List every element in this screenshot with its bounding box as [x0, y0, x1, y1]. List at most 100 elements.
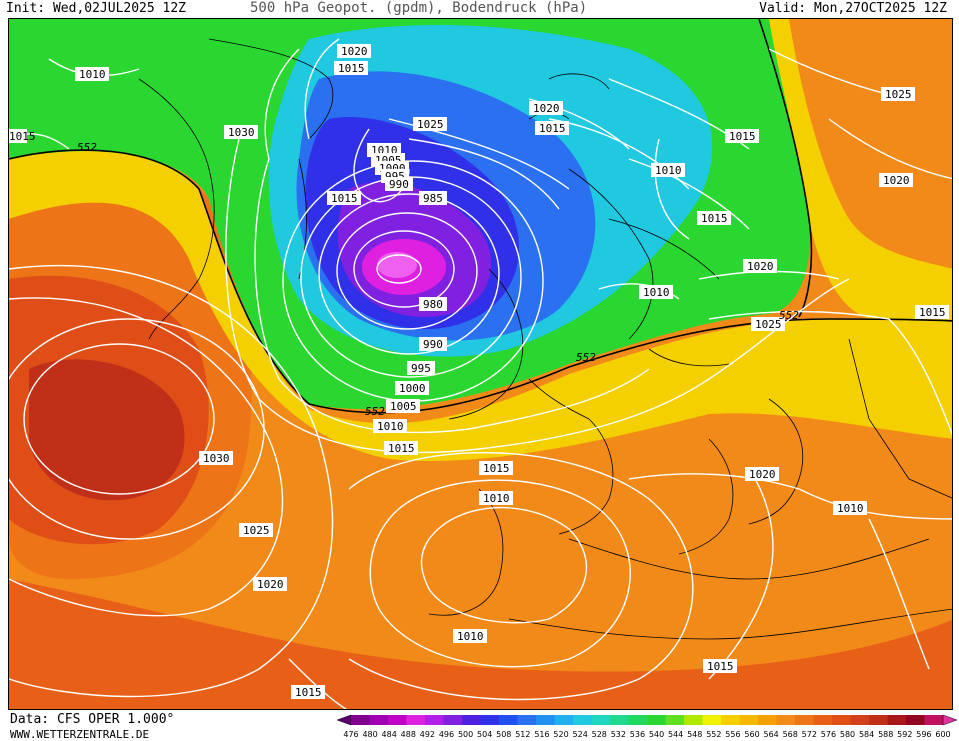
pressure-label-group: 1010 1020 1015 1030 1010 1005 1000 995 9…	[9, 44, 949, 699]
colorbar-swatch	[462, 715, 481, 725]
colorbar-swatch	[610, 715, 629, 725]
svg-text:980: 980	[423, 298, 443, 311]
pressure-label: 1020	[529, 101, 563, 115]
colorbar-swatch	[739, 715, 759, 725]
svg-text:1015: 1015	[295, 686, 322, 699]
colorbar-tick-label: 596	[916, 730, 931, 739]
svg-text:1010: 1010	[457, 630, 484, 643]
svg-text:1020: 1020	[747, 260, 774, 273]
colorbar-ticks: 476 480 484 488 492 496 500 504 508 512 516 520 524 5…	[343, 730, 950, 739]
colorbar-tick-label: 548	[687, 730, 702, 739]
colorbar-swatch	[554, 715, 574, 725]
colorbar-tick-label: 580	[840, 730, 855, 739]
svg-text:990: 990	[389, 178, 409, 191]
svg-text:1015: 1015	[729, 130, 756, 143]
colorbar-swatch	[369, 715, 389, 725]
height-label: 552	[77, 141, 97, 154]
svg-text:1005: 1005	[390, 400, 417, 413]
svg-text:1015: 1015	[483, 462, 510, 475]
pressure-label: 1000	[395, 381, 429, 395]
colorbar-tick-label: 592	[897, 730, 912, 739]
pressure-label: 1010	[75, 67, 109, 81]
colorbar-tick-label: 584	[859, 730, 874, 739]
svg-text:1010: 1010	[655, 164, 682, 177]
svg-text:1030: 1030	[228, 126, 255, 139]
pressure-label: 1015	[327, 191, 361, 205]
colorbar-tick-label: 520	[553, 730, 568, 739]
colorbar-tick-label: 600	[935, 730, 950, 739]
colorbar-tick-label: 488	[401, 730, 416, 739]
map-title: 500 hPa Geopot. (gpdm), Bodendruck (hPa)	[250, 0, 588, 16]
colorbar-tick-label: 500	[458, 730, 473, 739]
website-label: WWW.WETTERZENTRALE.DE	[10, 728, 150, 741]
colorbar-swatch	[684, 715, 703, 725]
pressure-label: 1020	[879, 173, 913, 187]
colorbar-swatch	[499, 715, 518, 725]
svg-text:1010: 1010	[377, 420, 404, 433]
svg-text:1015: 1015	[388, 442, 415, 455]
map-footer: Data: CFS OPER 1.000° WWW.WETTERZENTRALE…	[0, 710, 959, 741]
svg-text:1020: 1020	[341, 45, 368, 58]
svg-text:1025: 1025	[885, 88, 912, 101]
svg-text:1015: 1015	[9, 130, 36, 143]
svg-text:1025: 1025	[243, 524, 270, 537]
pressure-label: 1015	[334, 61, 368, 75]
colorbar-swatch	[702, 715, 722, 725]
pressure-label: 1015	[703, 659, 737, 673]
pressure-label: 995	[407, 361, 435, 375]
colorbar-swatch	[628, 715, 648, 725]
colorbar-tick-label: 544	[668, 730, 683, 739]
pressure-label: 1010	[639, 285, 673, 299]
pressure-label: 985	[419, 191, 447, 205]
height-label: 552	[576, 351, 596, 364]
map-header: Init: Wed,02JUL2025 12Z 500 hPa Geopot. …	[0, 0, 959, 18]
colorbar-tick-label: 572	[802, 730, 817, 739]
svg-text:1010: 1010	[837, 502, 864, 515]
colorbar-tick-label: 484	[382, 730, 397, 739]
pressure-label: 1010	[373, 419, 407, 433]
svg-text:1020: 1020	[533, 102, 560, 115]
pressure-label: 1020	[743, 259, 777, 273]
svg-text:1015: 1015	[338, 62, 365, 75]
colorbar-tick-label: 556	[725, 730, 740, 739]
pressure-label: 1015	[384, 441, 418, 455]
pressure-label: 1010	[479, 491, 513, 505]
colorbar-tick-label: 568	[783, 730, 798, 739]
colorbar-tick-label: 492	[420, 730, 435, 739]
pressure-label: 1015	[535, 121, 569, 135]
svg-text:995: 995	[411, 362, 431, 375]
svg-text:1025: 1025	[755, 318, 782, 331]
coastlines	[138, 38, 952, 640]
colorbar-tick-label: 588	[878, 730, 893, 739]
colorbar-tick-label: 564	[763, 730, 778, 739]
pressure-label: 1015	[479, 461, 513, 475]
pressure-label: 1005	[386, 399, 420, 413]
colorbar-swatch	[536, 715, 555, 725]
colorbar: 476 480 484 488 492 496 500 504 508 512 516 520 524 5…	[337, 714, 957, 739]
colorbar-swatch	[850, 715, 870, 725]
colorbar-tick-label: 536	[630, 730, 645, 739]
svg-text:1010: 1010	[483, 492, 510, 505]
pressure-label: 1025	[239, 523, 273, 537]
low-core-center	[377, 252, 417, 278]
pressure-label: 1030	[224, 125, 258, 139]
pressure-label: 1015	[725, 129, 759, 143]
colorbar-tick-label: 516	[534, 730, 549, 739]
colorbar-arrow-left	[337, 714, 352, 726]
colorbar-swatch	[517, 715, 537, 725]
svg-text:1025: 1025	[417, 118, 444, 131]
svg-text:1030: 1030	[203, 452, 230, 465]
colorbar-tick-label: 480	[362, 730, 377, 739]
colorbar-swatch	[795, 715, 814, 725]
colorbar-tick-label: 532	[611, 730, 626, 739]
colorbar-tick-label: 508	[496, 730, 511, 739]
colorbar-swatches	[337, 714, 957, 726]
pressure-label: 990	[385, 177, 413, 191]
svg-text:1020: 1020	[257, 578, 284, 591]
pressure-label: 1030	[199, 451, 233, 465]
colorbar-swatch	[573, 715, 592, 725]
svg-text:1000: 1000	[399, 382, 426, 395]
svg-text:990: 990	[423, 338, 443, 351]
pressure-label: 1020	[253, 577, 287, 591]
pressure-label: 1015	[915, 305, 949, 319]
